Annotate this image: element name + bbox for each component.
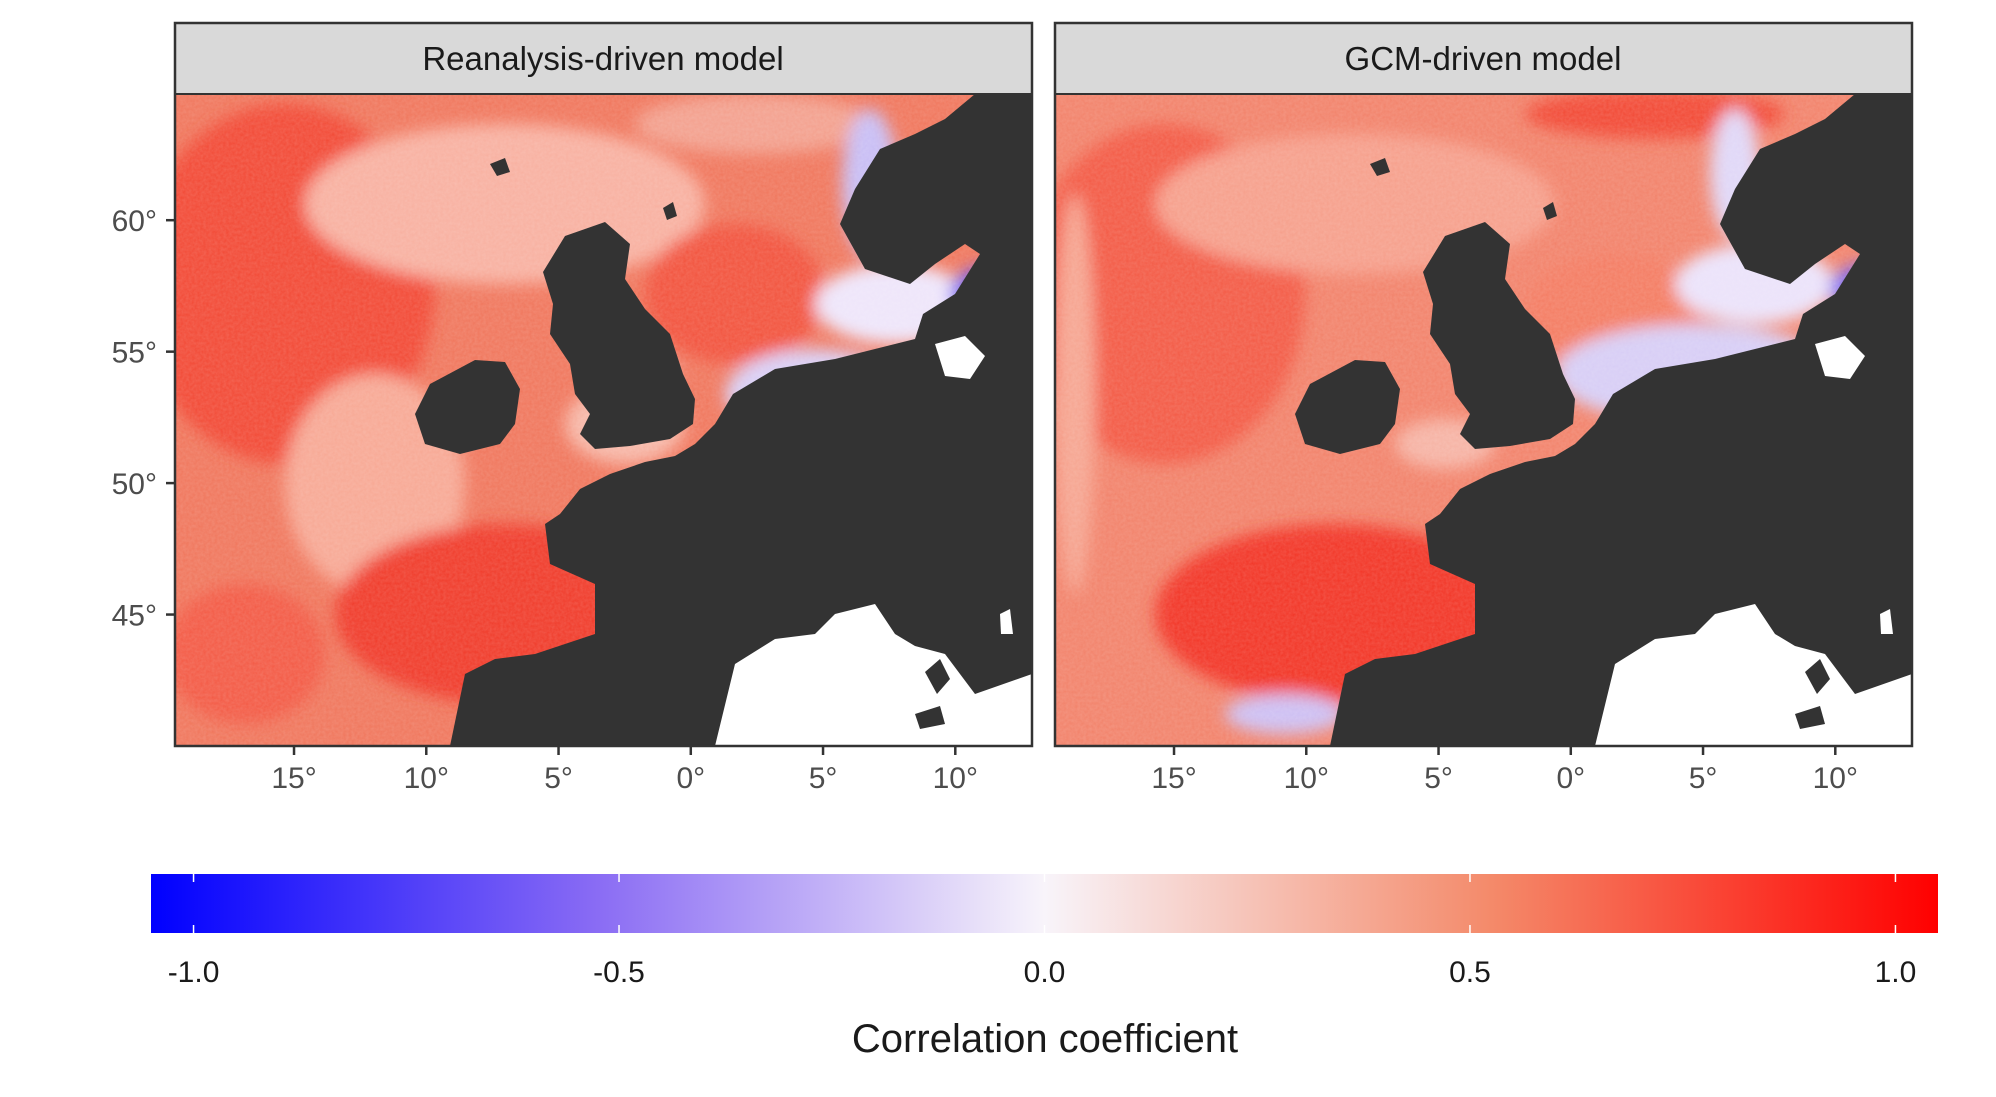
shetland: [1543, 202, 1557, 220]
x-tick-label: 10°: [1284, 762, 1329, 795]
colorbar-tick-label: 1.0: [1875, 956, 1917, 989]
ireland: [415, 360, 520, 454]
faroe-islands: [490, 158, 510, 176]
x-tick-label: 5°: [544, 762, 573, 795]
great-britain: [543, 222, 695, 449]
land-masses: [415, 94, 1032, 746]
great-britain: [1423, 222, 1575, 449]
colorbar-legend: -1.0 -0.5 0.0 0.5 1.0 Correlation coefficien…: [151, 874, 1938, 1061]
faroe-islands: [1370, 158, 1390, 176]
x-tick-label: 0°: [1556, 762, 1585, 795]
land-masses: [1295, 94, 1912, 746]
ireland: [1295, 360, 1400, 454]
continental-europe: [1330, 94, 1912, 746]
x-tick-label: 5°: [1424, 762, 1453, 795]
panel-title: GCM-driven model: [1345, 40, 1622, 77]
colorbar-title: Correlation coefficient: [852, 1017, 1238, 1061]
y-tick-label: 60°: [112, 205, 157, 238]
panel-title: Reanalysis-driven model: [422, 40, 783, 77]
colorbar-tick-label: -1.0: [168, 956, 220, 989]
no-data-areas: [1595, 336, 1912, 746]
y-tick-label: 45°: [112, 600, 157, 633]
panel-reanalysis: Reanalysis-driven model: [173, 21, 1034, 748]
panel-strip: [1055, 23, 1912, 94]
y-tick-label: 50°: [112, 468, 157, 501]
x-tick-label: 15°: [1151, 762, 1196, 795]
continental-europe: [450, 94, 1032, 746]
x-tick-label: 0°: [676, 762, 705, 795]
x-tick-label: 10°: [933, 762, 978, 795]
panel-frame: [173, 21, 1034, 748]
x-tick-label: 10°: [404, 762, 449, 795]
axes: 15° 10° 5° 0° 5° 10° 15° 10° 5° 0° 5° 10° 45° 50° 55° 6…: [112, 205, 1858, 795]
x-tick-label: 5°: [809, 762, 838, 795]
x-tick-label: 15°: [271, 762, 316, 795]
colorbar-tick-label: 0.5: [1449, 956, 1491, 989]
x-tick-label: 5°: [1689, 762, 1718, 795]
colorbar-tick-label: 0.0: [1024, 956, 1066, 989]
colorbar: [151, 874, 1938, 933]
panel-frame: [1053, 21, 1914, 748]
y-tick-label: 55°: [112, 337, 157, 370]
shetland: [663, 202, 677, 220]
x-tick-label: 10°: [1813, 762, 1858, 795]
panel-gcm: GCM-driven model: [1053, 21, 1914, 748]
no-data-areas: [715, 336, 1032, 746]
colorbar-tick-label: -0.5: [593, 956, 645, 989]
colorbar-ticks: -1.0 -0.5 0.0 0.5 1.0: [168, 874, 1917, 989]
panel-strip: [175, 23, 1032, 94]
